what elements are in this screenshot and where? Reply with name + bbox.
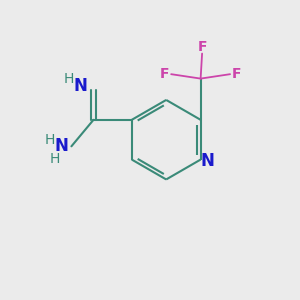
Text: N: N <box>200 152 214 170</box>
Text: H: H <box>44 134 55 147</box>
Text: N: N <box>54 137 68 155</box>
Text: H: H <box>50 152 60 166</box>
Text: F: F <box>197 40 207 54</box>
Text: F: F <box>232 67 241 81</box>
Text: N: N <box>73 77 87 95</box>
Text: F: F <box>160 67 169 81</box>
Text: H: H <box>63 72 74 86</box>
